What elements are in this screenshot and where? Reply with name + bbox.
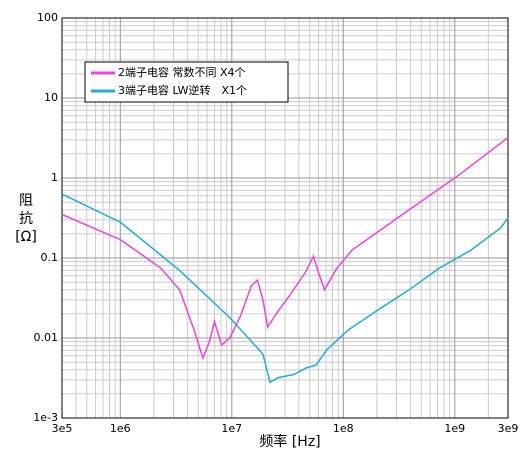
x-tick-label: 3e9 <box>498 422 519 435</box>
legend-box <box>84 61 289 103</box>
y-tick-label: 1e-3 <box>33 411 58 424</box>
x-tick-label: 3e5 <box>52 422 73 435</box>
x-tick-label: 1e6 <box>110 422 131 435</box>
x-axis-label: 频率 [Hz] <box>259 433 320 450</box>
data-line <box>61 137 509 361</box>
y-tick-label: 10 <box>44 91 58 104</box>
x-tick-label: 1e8 <box>333 422 354 435</box>
x-tick-label: 1e9 <box>444 422 465 435</box>
y-tick-label: 1 <box>51 171 58 184</box>
y-axis-label: 抗 <box>19 211 33 227</box>
legend-label: 2端子电容 常数不同 X4个 <box>118 65 246 79</box>
y-tick-label: 0.01 <box>34 331 59 344</box>
x-tick-label: 1e7 <box>221 422 242 435</box>
y-tick-label: 0.1 <box>41 251 59 264</box>
legend-label: 3端子电容 LW逆转 X1个 <box>118 83 247 97</box>
y-axis-label: 阻 <box>19 193 33 209</box>
y-tick-label: 100 <box>37 11 58 24</box>
y-axis-label: [Ω] <box>15 229 37 245</box>
data-line <box>61 193 509 384</box>
